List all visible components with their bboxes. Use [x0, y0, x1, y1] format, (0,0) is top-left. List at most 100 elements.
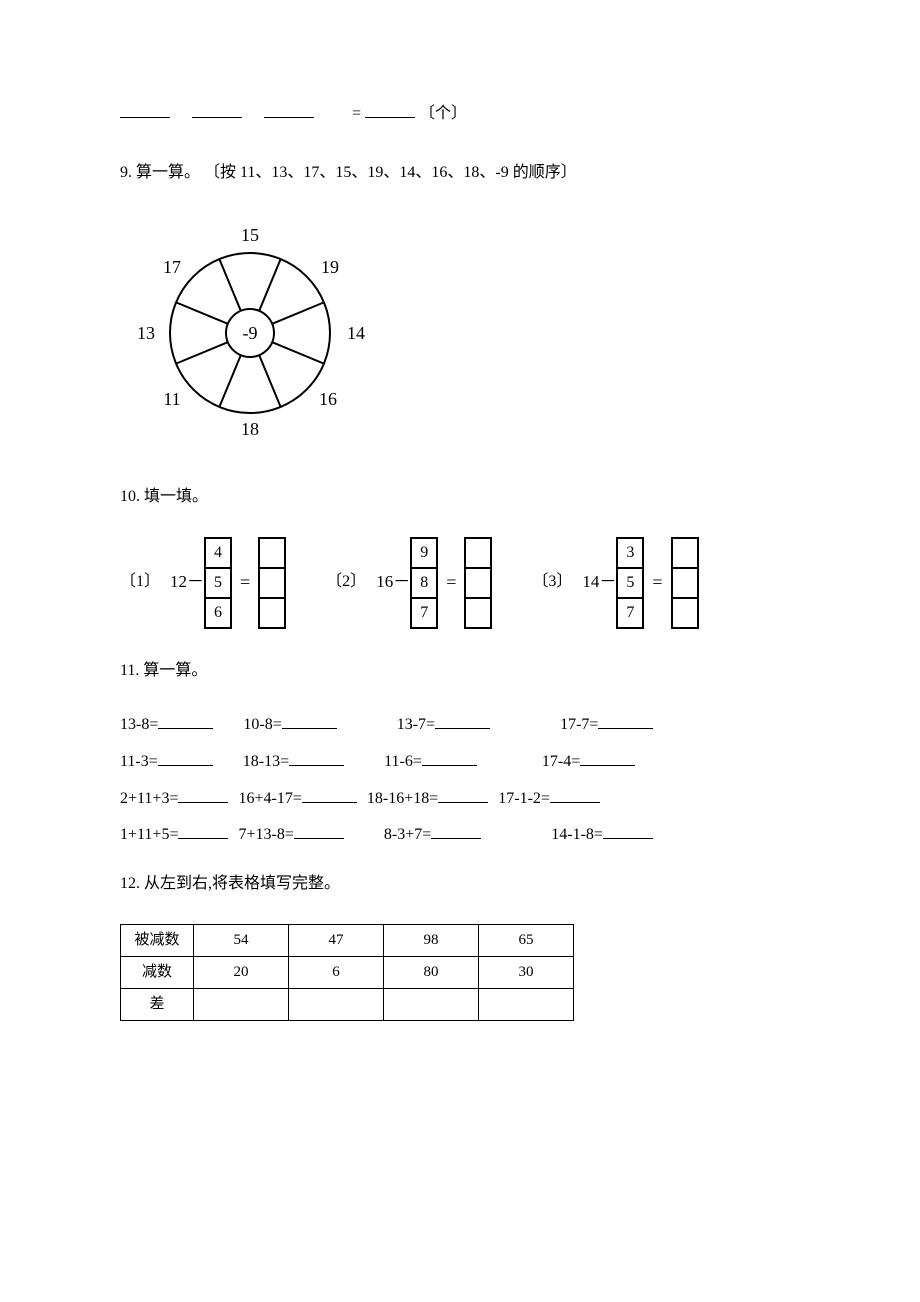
stack-cell-blank[interactable]	[258, 567, 286, 599]
q12-table: 被减数 54 47 98 65 减数 20 6 80 30 差	[120, 924, 574, 1021]
q11-row: 2+11+3=16+4-17=18-16+18=17-1-2=	[120, 785, 800, 814]
wheel-center: -9	[243, 323, 258, 343]
answer-blank[interactable]	[282, 712, 337, 729]
answer-blank[interactable]	[435, 712, 490, 729]
wheel-label: 14	[347, 323, 365, 343]
fill-group: 〔2〕16－987=	[326, 537, 492, 627]
q11-row: 11-3=18-13=11-6=17-4=	[120, 748, 800, 777]
answer-blank[interactable]	[302, 786, 357, 803]
stack-cell: 8	[410, 567, 438, 599]
q9-wheel: -9 15 19 14 16 18 11 13 17	[120, 213, 800, 454]
expression: 14-1-8=	[551, 826, 603, 843]
expression: 2+11+3=	[120, 790, 178, 807]
blank[interactable]	[120, 101, 170, 118]
q11-row: 1+11+5= 7+13-8= 8-3+7= 14-1-8=	[120, 821, 800, 850]
cell: 20	[194, 956, 289, 988]
expression: 13-7=	[397, 716, 435, 733]
expression: 7+13-8=	[238, 826, 293, 843]
base-number: 12－	[170, 567, 204, 598]
expression: 11-3=	[120, 753, 158, 770]
top-fragment-line: = 〔个〕	[120, 100, 800, 129]
stack-cell: 9	[410, 537, 438, 569]
cell-blank[interactable]	[194, 988, 289, 1020]
answer-blank[interactable]	[178, 786, 228, 803]
stack-cell: 6	[204, 597, 232, 629]
answer-blank[interactable]	[289, 749, 344, 766]
base-number: 14－	[582, 567, 616, 598]
equals-sign: =	[352, 105, 361, 122]
answer-blank[interactable]	[294, 822, 344, 839]
group-label: 〔1〕	[120, 568, 160, 597]
stack-cell: 4	[204, 537, 232, 569]
cell: 47	[289, 924, 384, 956]
wheel-label: 18	[241, 419, 259, 439]
stack-cell-blank[interactable]	[258, 537, 286, 569]
stack-cell-blank[interactable]	[671, 597, 699, 629]
expression: 13-8=	[120, 716, 158, 733]
stack-cell: 5	[616, 567, 644, 599]
fill-group: 〔1〕 12－456=	[120, 537, 286, 627]
cell-blank[interactable]	[289, 988, 384, 1020]
row-header: 减数	[121, 956, 194, 988]
expression: 1+11+5=	[120, 826, 178, 843]
table-row: 差	[121, 988, 574, 1020]
q11-row: 13-8= 10-8= 13-7= 17-7=	[120, 711, 800, 740]
q11-title: 11. 算一算。	[120, 657, 800, 686]
blank[interactable]	[365, 101, 415, 118]
blank[interactable]	[264, 101, 314, 118]
q12-title: 12. 从左到右,将表格填写完整。	[120, 870, 800, 899]
stack-cell: 3	[616, 537, 644, 569]
unit-suffix: 〔个〕	[419, 105, 467, 122]
row-header: 被减数	[121, 924, 194, 956]
answer-blank[interactable]	[431, 822, 481, 839]
cell: 6	[289, 956, 384, 988]
cell: 80	[384, 956, 479, 988]
equals-sign: =	[240, 566, 250, 598]
expression: 10-8=	[243, 716, 281, 733]
stack-cell-blank[interactable]	[464, 597, 492, 629]
answer-blank[interactable]	[550, 786, 600, 803]
group-label: 〔2〕	[326, 568, 366, 597]
stack-cell-blank[interactable]	[671, 567, 699, 599]
blank[interactable]	[192, 101, 242, 118]
stack-cell: 7	[410, 597, 438, 629]
stack-cell-blank[interactable]	[464, 567, 492, 599]
row-header: 差	[121, 988, 194, 1020]
answer-blank[interactable]	[178, 822, 228, 839]
wheel-label: 15	[241, 225, 259, 245]
q10-groups: 〔1〕12－456=〔2〕16－987=〔3〕14－357=	[120, 537, 800, 627]
q10-title: 10. 填一填。	[120, 483, 800, 512]
group-label: 〔3〕	[532, 568, 572, 597]
expression: 16+4-17=	[238, 790, 301, 807]
wheel-label: 19	[321, 257, 339, 277]
cell: 30	[479, 956, 574, 988]
answer-blank[interactable]	[422, 749, 477, 766]
stack-cell-blank[interactable]	[258, 597, 286, 629]
stack-cell: 5	[204, 567, 232, 599]
cell: 98	[384, 924, 479, 956]
answer-blank[interactable]	[158, 749, 213, 766]
table-row: 减数 20 6 80 30	[121, 956, 574, 988]
answer-blank[interactable]	[598, 712, 653, 729]
wheel-label: 16	[319, 389, 337, 409]
answer-blank[interactable]	[438, 786, 488, 803]
q9-title: 9. 算一算。 〔按 11、13、17、15、19、14、16、18、-9 的顺…	[120, 159, 800, 188]
expression: 17-1-2=	[498, 790, 550, 807]
answer-blank[interactable]	[603, 822, 653, 839]
wheel-label: 13	[137, 323, 155, 343]
cell: 65	[479, 924, 574, 956]
expression: 8-3+7=	[384, 826, 431, 843]
equals-sign: =	[652, 566, 662, 598]
cell: 54	[194, 924, 289, 956]
cell-blank[interactable]	[479, 988, 574, 1020]
answer-blank[interactable]	[580, 749, 635, 766]
stack-cell: 7	[616, 597, 644, 629]
stack-cell-blank[interactable]	[464, 537, 492, 569]
cell-blank[interactable]	[384, 988, 479, 1020]
stack-cell-blank[interactable]	[671, 537, 699, 569]
expression: 17-7=	[560, 716, 598, 733]
expression: 18-13=	[243, 753, 289, 770]
table-row: 被减数 54 47 98 65	[121, 924, 574, 956]
expression: 17-4=	[542, 753, 580, 770]
answer-blank[interactable]	[158, 712, 213, 729]
